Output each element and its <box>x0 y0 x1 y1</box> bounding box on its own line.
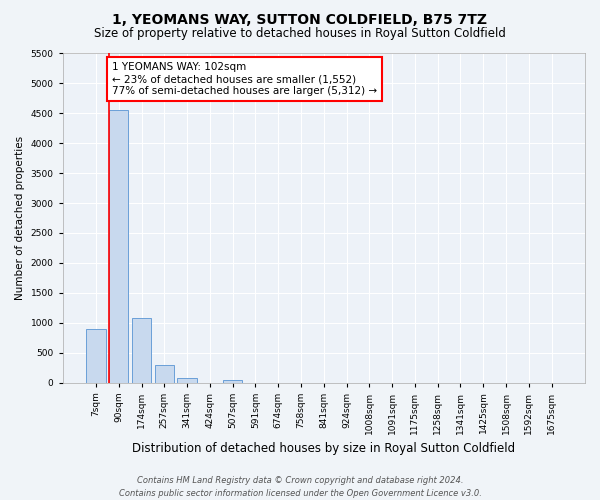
Bar <box>86 328 106 382</box>
Bar <box>223 380 242 382</box>
Text: Size of property relative to detached houses in Royal Sutton Coldfield: Size of property relative to detached ho… <box>94 28 506 40</box>
X-axis label: Distribution of detached houses by size in Royal Sutton Coldfield: Distribution of detached houses by size … <box>132 442 515 455</box>
Bar <box>155 365 174 382</box>
Bar <box>132 318 151 382</box>
Bar <box>178 378 197 382</box>
Text: 1, YEOMANS WAY, SUTTON COLDFIELD, B75 7TZ: 1, YEOMANS WAY, SUTTON COLDFIELD, B75 7T… <box>113 12 487 26</box>
Y-axis label: Number of detached properties: Number of detached properties <box>15 136 25 300</box>
Text: Contains HM Land Registry data © Crown copyright and database right 2024.
Contai: Contains HM Land Registry data © Crown c… <box>119 476 481 498</box>
Text: 1 YEOMANS WAY: 102sqm
← 23% of detached houses are smaller (1,552)
77% of semi-d: 1 YEOMANS WAY: 102sqm ← 23% of detached … <box>112 62 377 96</box>
Bar <box>109 110 128 382</box>
